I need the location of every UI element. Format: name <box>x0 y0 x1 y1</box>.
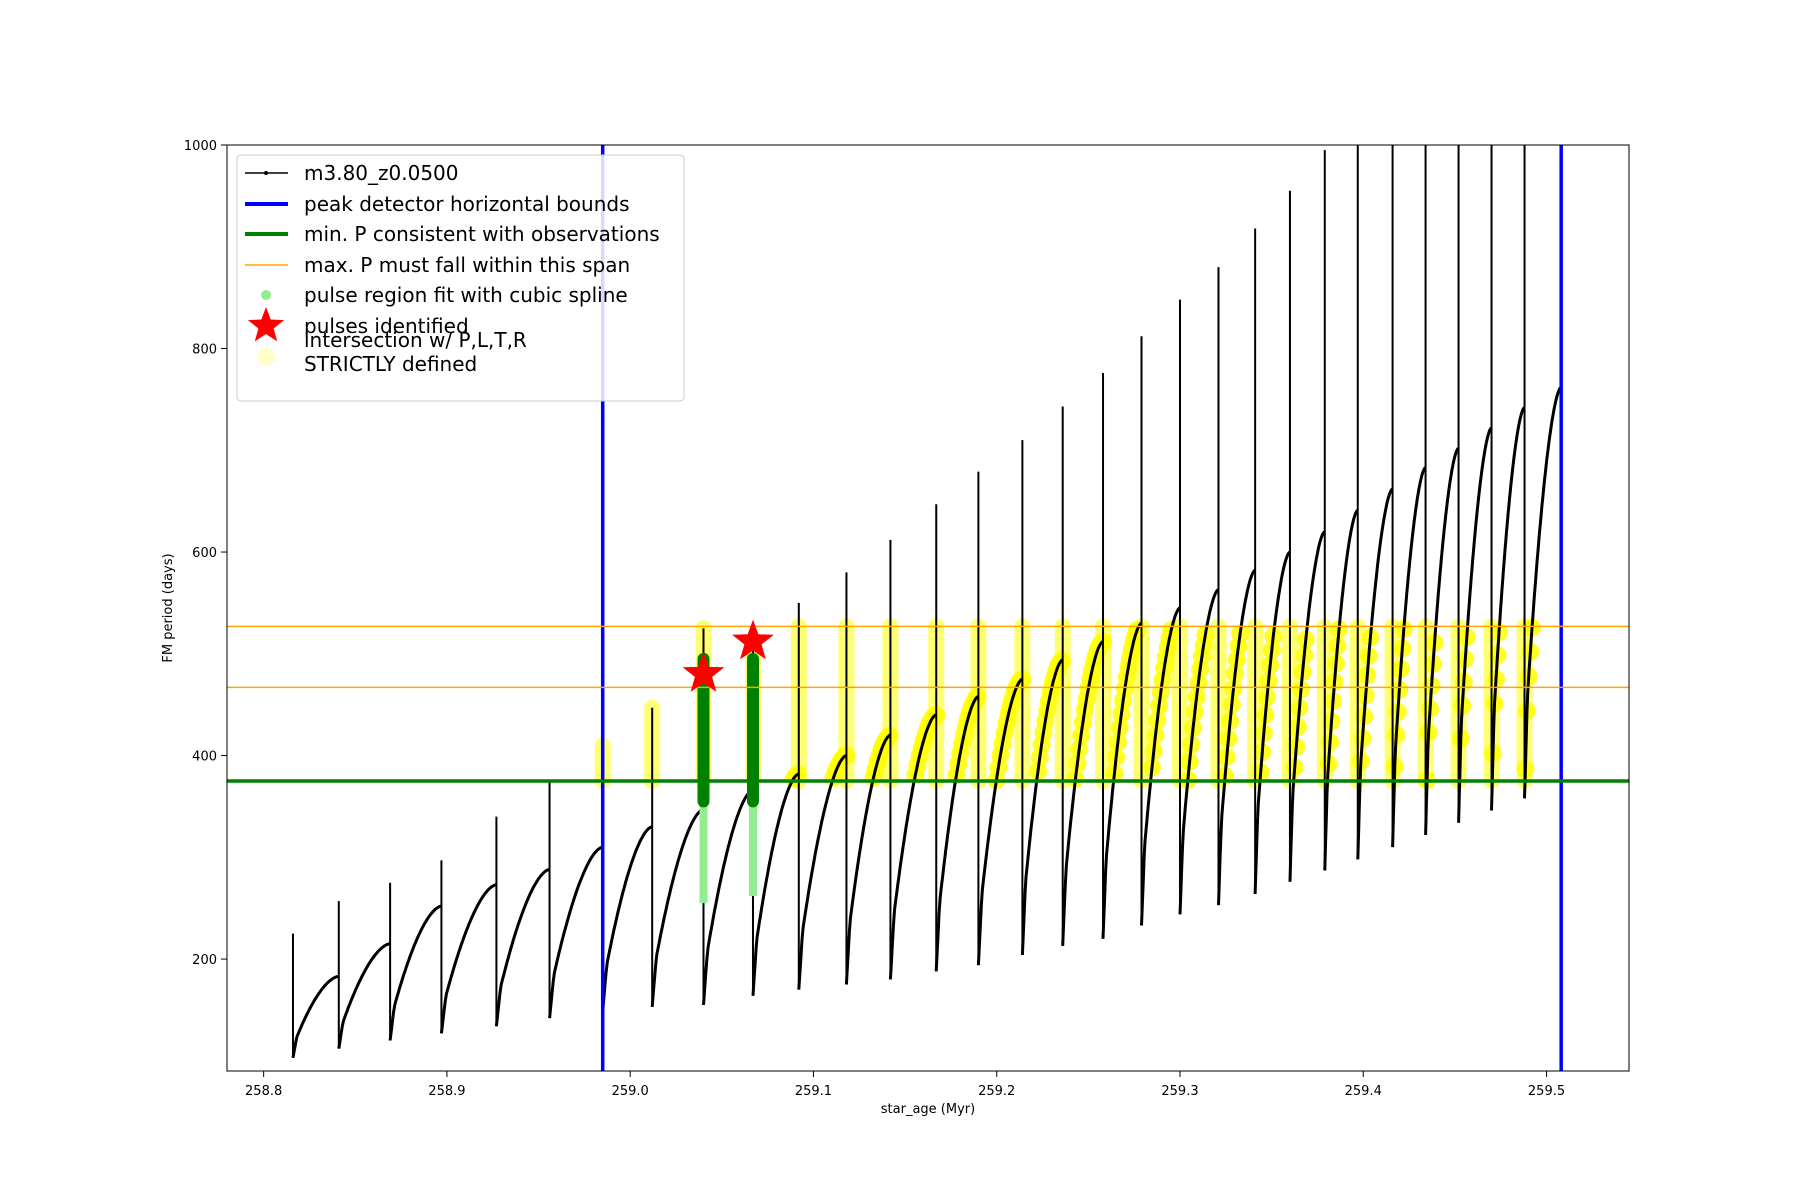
plot-frame <box>226 144 1630 1072</box>
x-axis-label: star_age (Myr) <box>881 1102 975 1117</box>
x-tick-label: 259.3 <box>1161 1084 1198 1099</box>
legend-label: intersection w/ P,L,T,R <box>304 328 527 352</box>
x-tick-label: 258.9 <box>428 1084 465 1099</box>
pulse-star-marker <box>682 652 725 692</box>
legend-dot-marker <box>261 290 271 300</box>
y-tick-label: 200 <box>192 953 217 968</box>
model-curve <box>291 386 1563 1059</box>
legend-label: pulse region fit with cubic spline <box>304 283 628 307</box>
legend-circle-marker <box>257 348 275 366</box>
legend-label: peak detector horizontal bounds <box>304 192 630 216</box>
x-tick-label: 259.2 <box>978 1084 1015 1099</box>
y-axis-label: FM period (days) <box>161 553 176 662</box>
legend-box <box>236 154 685 402</box>
y-tick-label: 800 <box>192 343 217 358</box>
x-tick-label: 259.4 <box>1345 1084 1382 1099</box>
legend-label: min. P consistent with observations <box>304 222 660 246</box>
x-axis-ticks: 258.8 258.9 259.0 259.1 259.2 259.3 259.4 259.5 <box>245 1071 1565 1099</box>
model-series <box>291 145 1563 1059</box>
y-tick-label: 600 <box>192 546 217 561</box>
legend-label-line2: STRICTLY defined <box>304 352 477 376</box>
y-tick-label: 400 <box>192 750 217 765</box>
legend-star-marker <box>247 307 285 342</box>
x-tick-label: 259.1 <box>795 1084 832 1099</box>
x-tick-label: 258.8 <box>245 1084 282 1099</box>
legend-dot-marker <box>264 171 268 175</box>
legend-label: pulses identified <box>304 314 469 338</box>
legend-label: max. P must fall within this span <box>304 253 630 277</box>
y-tick-label: 1000 <box>184 139 217 154</box>
legend-label: m3.80_z0.0500 <box>304 161 459 185</box>
pulse-star-marker <box>732 619 774 660</box>
x-tick-label: 259.5 <box>1528 1084 1565 1099</box>
pulses-layer <box>682 619 774 692</box>
x-tick-label: 259.0 <box>612 1084 649 1099</box>
y-axis-ticks: 200 400 600 800 1000 <box>184 139 227 968</box>
